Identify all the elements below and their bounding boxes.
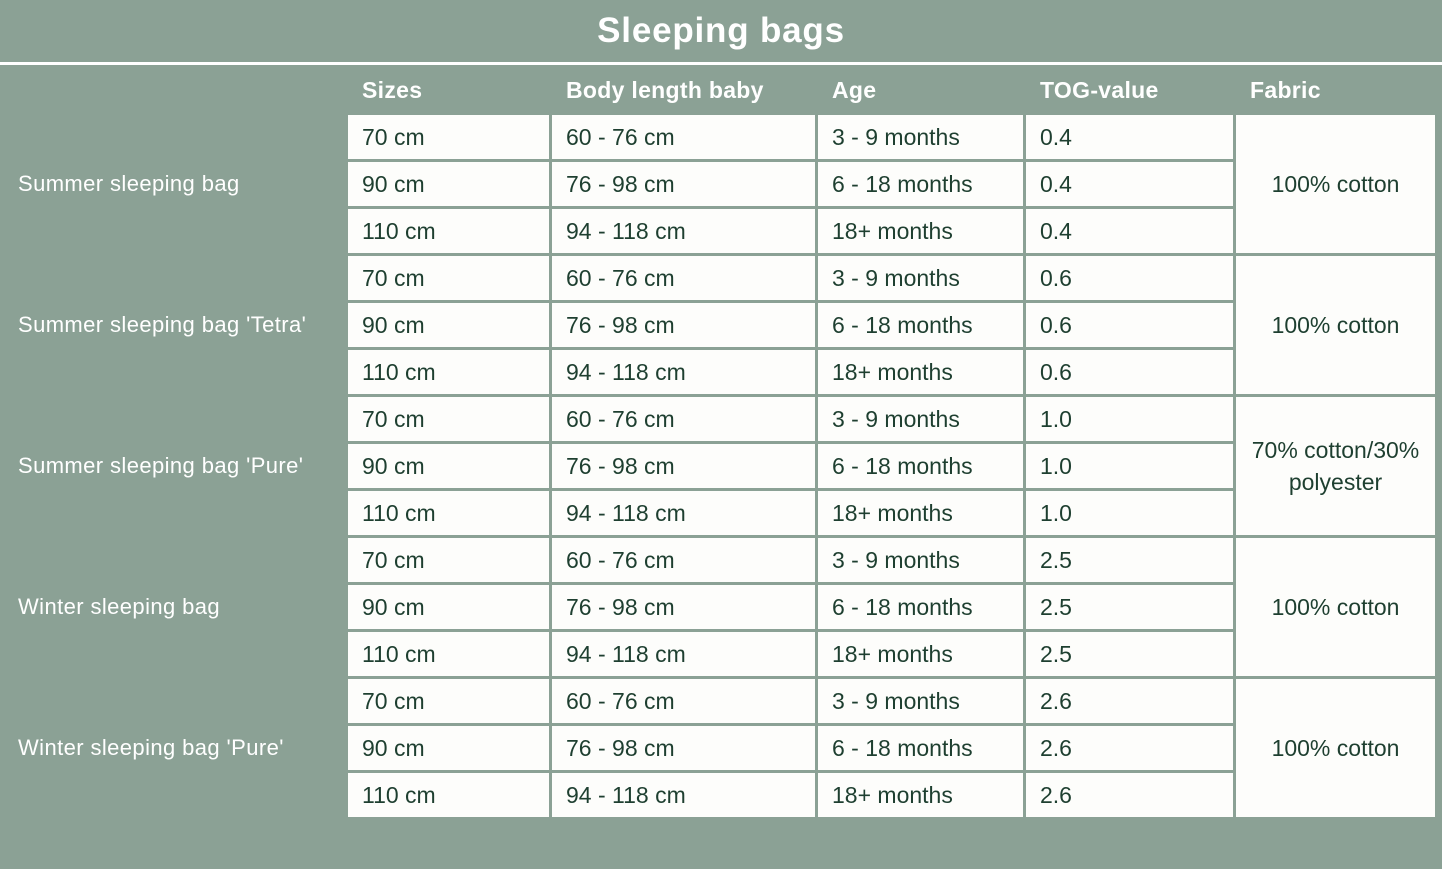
table-row: Summer sleeping bag 'Tetra' 70 cm 60 - 7… xyxy=(0,253,1438,397)
body-length-cell: 76 - 98 cm xyxy=(549,723,818,773)
table-row: 90 cm 76 - 98 cm 6 - 18 months 2.6 xyxy=(2,723,1437,773)
product-name-cell: Winter sleeping bag xyxy=(0,535,348,679)
table-row: 110 cm 94 - 118 cm 18+ months 2.6 xyxy=(2,770,1437,820)
size-cell: 110 cm xyxy=(345,347,552,397)
fabric-cell: 100% cotton xyxy=(1233,535,1438,679)
age-cell: 6 - 18 months xyxy=(815,441,1026,491)
age-cell: 3 - 9 months xyxy=(815,253,1026,303)
fabric-cell: 100% cotton xyxy=(1233,112,1438,256)
tog-cell: 0.4 xyxy=(1023,206,1236,256)
table-row: 110 cm 94 - 118 cm 18+ months 1.0 xyxy=(2,488,1437,538)
age-cell: 18+ months xyxy=(815,770,1026,820)
column-header-blank xyxy=(0,65,348,115)
fabric-cell: 100% cotton xyxy=(1233,676,1438,820)
age-cell: 18+ months xyxy=(815,347,1026,397)
size-cell: 110 cm xyxy=(345,629,552,679)
body-length-cell: 76 - 98 cm xyxy=(549,159,818,209)
table-row: Winter sleeping bag 70 cm 60 - 76 cm 3 -… xyxy=(0,535,1438,679)
body-length-cell: 76 - 98 cm xyxy=(549,441,818,491)
size-cell: 110 cm xyxy=(345,770,552,820)
body-length-cell: 94 - 118 cm xyxy=(549,206,818,256)
table-row: Summer sleeping bag 70 cm 60 - 76 cm 3 -… xyxy=(0,112,1438,256)
table-row: 90 cm 76 - 98 cm 6 - 18 months 2.5 xyxy=(2,582,1437,632)
tog-cell: 0.6 xyxy=(1023,253,1236,303)
age-cell: 18+ months xyxy=(815,206,1026,256)
tog-cell: 1.0 xyxy=(1023,394,1236,444)
tog-cell: 2.6 xyxy=(1023,676,1236,726)
table-row: 110 cm 94 - 118 cm 18+ months 2.5 xyxy=(2,629,1437,679)
body-length-cell: 76 - 98 cm xyxy=(549,582,818,632)
column-header-sizes: Sizes xyxy=(345,65,552,115)
tog-cell: 2.5 xyxy=(1023,629,1236,679)
tog-cell: 2.6 xyxy=(1023,723,1236,773)
column-header-body-length: Body length baby xyxy=(549,65,818,115)
table-row: Winter sleeping bag 'Pure' 70 cm 60 - 76… xyxy=(0,676,1438,820)
size-cell: 70 cm xyxy=(345,676,552,726)
body-length-cell: 94 - 118 cm xyxy=(549,629,818,679)
body-length-cell: 94 - 118 cm xyxy=(549,488,818,538)
tog-cell: 1.0 xyxy=(1023,441,1236,491)
tog-cell: 1.0 xyxy=(1023,488,1236,538)
size-cell: 90 cm xyxy=(345,159,552,209)
sleeping-bags-table: Sizes Body length baby Age TOG-value Fab… xyxy=(0,65,1438,820)
product-name-cell: Summer sleeping bag xyxy=(0,112,348,256)
product-name-cell: Summer sleeping bag 'Tetra' xyxy=(0,253,348,397)
body-length-cell: 60 - 76 cm xyxy=(549,112,818,162)
tog-cell: 0.4 xyxy=(1023,159,1236,209)
size-cell: 90 cm xyxy=(345,723,552,773)
table-row: 90 cm 76 - 98 cm 6 - 18 months 0.4 xyxy=(2,159,1437,209)
table-row: Summer sleeping bag 'Pure' 70 cm 60 - 76… xyxy=(0,394,1438,538)
column-header-age: Age xyxy=(815,65,1026,115)
age-cell: 6 - 18 months xyxy=(815,582,1026,632)
column-header-fabric: Fabric xyxy=(1233,65,1438,115)
header-row: Sizes Body length baby Age TOG-value Fab… xyxy=(0,65,1438,115)
tog-cell: 0.6 xyxy=(1023,300,1236,350)
tog-cell: 2.6 xyxy=(1023,770,1236,820)
size-cell: 70 cm xyxy=(345,394,552,444)
product-name-cell: Winter sleeping bag 'Pure' xyxy=(0,676,348,820)
tog-cell: 2.5 xyxy=(1023,582,1236,632)
title-divider xyxy=(0,62,1442,65)
column-header-tog: TOG-value xyxy=(1023,65,1236,115)
size-cell: 110 cm xyxy=(345,488,552,538)
age-cell: 6 - 18 months xyxy=(815,159,1026,209)
age-cell: 3 - 9 months xyxy=(815,394,1026,444)
tog-cell: 2.5 xyxy=(1023,535,1236,585)
page-title: Sleeping bags xyxy=(597,11,845,50)
size-cell: 110 cm xyxy=(345,206,552,256)
body-length-cell: 94 - 118 cm xyxy=(549,347,818,397)
product-name-cell: Summer sleeping bag 'Pure' xyxy=(0,394,348,538)
size-cell: 90 cm xyxy=(345,582,552,632)
age-cell: 3 - 9 months xyxy=(815,535,1026,585)
body-length-cell: 76 - 98 cm xyxy=(549,300,818,350)
tog-cell: 0.4 xyxy=(1023,112,1236,162)
size-cell: 70 cm xyxy=(345,253,552,303)
table-row: 110 cm 94 - 118 cm 18+ months 0.6 xyxy=(2,347,1437,397)
size-cell: 70 cm xyxy=(345,112,552,162)
size-cell: 90 cm xyxy=(345,441,552,491)
table-row: 90 cm 76 - 98 cm 6 - 18 months 0.6 xyxy=(2,300,1437,350)
body-length-cell: 60 - 76 cm xyxy=(549,535,818,585)
size-cell: 70 cm xyxy=(345,535,552,585)
age-cell: 3 - 9 months xyxy=(815,112,1026,162)
table-row: 90 cm 76 - 98 cm 6 - 18 months 1.0 xyxy=(2,441,1437,491)
body-length-cell: 60 - 76 cm xyxy=(549,676,818,726)
age-cell: 6 - 18 months xyxy=(815,723,1026,773)
age-cell: 18+ months xyxy=(815,488,1026,538)
fabric-cell: 70% cotton/30% polyester xyxy=(1233,394,1438,538)
body-length-cell: 60 - 76 cm xyxy=(549,394,818,444)
age-cell: 6 - 18 months xyxy=(815,300,1026,350)
size-cell: 90 cm xyxy=(345,300,552,350)
table-row: 110 cm 94 - 118 cm 18+ months 0.4 xyxy=(2,206,1437,256)
fabric-cell: 100% cotton xyxy=(1233,253,1438,397)
tog-cell: 0.6 xyxy=(1023,347,1236,397)
age-cell: 18+ months xyxy=(815,629,1026,679)
body-length-cell: 60 - 76 cm xyxy=(549,253,818,303)
body-length-cell: 94 - 118 cm xyxy=(549,770,818,820)
age-cell: 3 - 9 months xyxy=(815,676,1026,726)
